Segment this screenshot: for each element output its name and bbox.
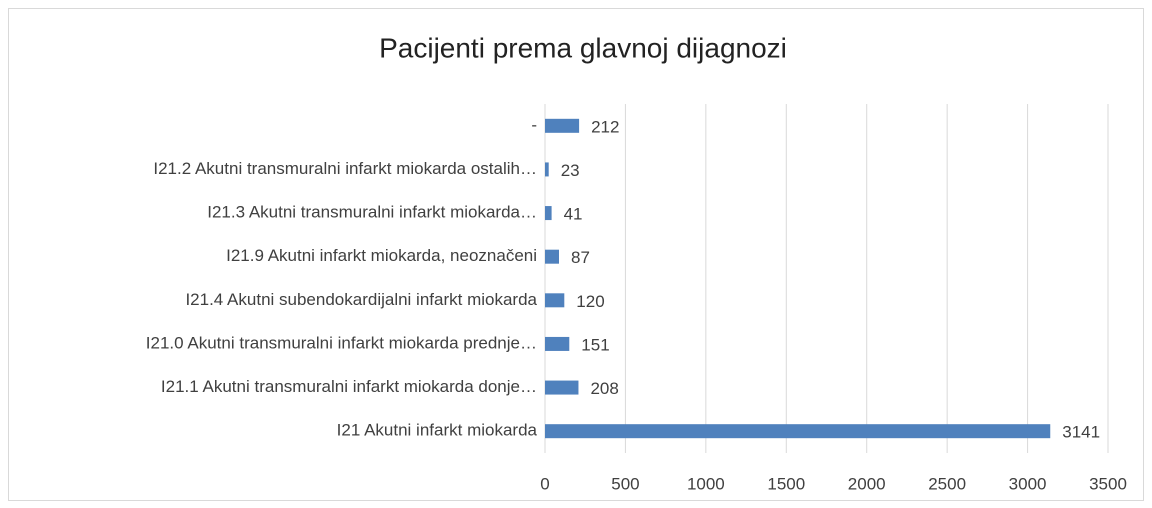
value-label: 151 (581, 335, 609, 354)
x-tick-label: 1000 (687, 474, 725, 493)
y-tick-label: I21.9 Akutni infarkt miokarda, neoznačen… (226, 246, 537, 265)
value-label: 23 (561, 161, 580, 180)
bar (545, 380, 579, 395)
y-tick-label: I21.1 Akutni transmuralni infarkt miokar… (161, 377, 537, 396)
y-tick-label: I21.2 Akutni transmuralni infarkt miokar… (153, 159, 537, 178)
x-tick-label: 3500 (1089, 474, 1127, 493)
bar (545, 249, 559, 264)
x-tick-label: 0 (540, 474, 549, 493)
x-tick-label: 2000 (848, 474, 886, 493)
value-label: 3141 (1062, 423, 1100, 442)
bar (545, 118, 580, 133)
chart-title: Pacijenti prema glavnoj dijagnozi (379, 32, 787, 63)
y-tick-label: I21.4 Akutni subendokardijalni infarkt m… (185, 290, 537, 309)
y-tick-label: I21.0 Akutni transmuralni infarkt miokar… (146, 333, 537, 352)
value-label: 208 (590, 379, 618, 398)
y-tick-label: I21.3 Akutni transmuralni infarkt miokar… (207, 203, 537, 222)
x-tick-label: 2500 (928, 474, 966, 493)
bar (545, 424, 1051, 439)
bar (545, 206, 552, 221)
bar (545, 336, 570, 351)
x-tick-label: 500 (611, 474, 639, 493)
x-tick-label: 1500 (767, 474, 805, 493)
y-tick-label: I21 Akutni infarkt miokarda (337, 421, 538, 440)
y-tick-label: - (531, 115, 537, 134)
value-label: 120 (576, 292, 604, 311)
value-label: 41 (564, 205, 583, 224)
chart-frame (8, 8, 1144, 501)
bar (545, 293, 565, 308)
bar (545, 162, 549, 177)
x-tick-label: 3000 (1009, 474, 1047, 493)
value-label: 212 (591, 117, 619, 136)
value-label: 87 (571, 248, 590, 267)
